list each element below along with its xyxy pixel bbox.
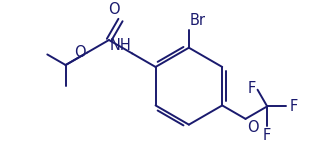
Text: O: O (108, 2, 119, 17)
Text: F: F (289, 99, 298, 114)
Text: NH: NH (109, 38, 131, 52)
Text: F: F (248, 81, 256, 96)
Text: F: F (263, 127, 271, 143)
Text: Br: Br (190, 13, 206, 29)
Text: O: O (74, 45, 85, 60)
Text: O: O (247, 120, 259, 135)
